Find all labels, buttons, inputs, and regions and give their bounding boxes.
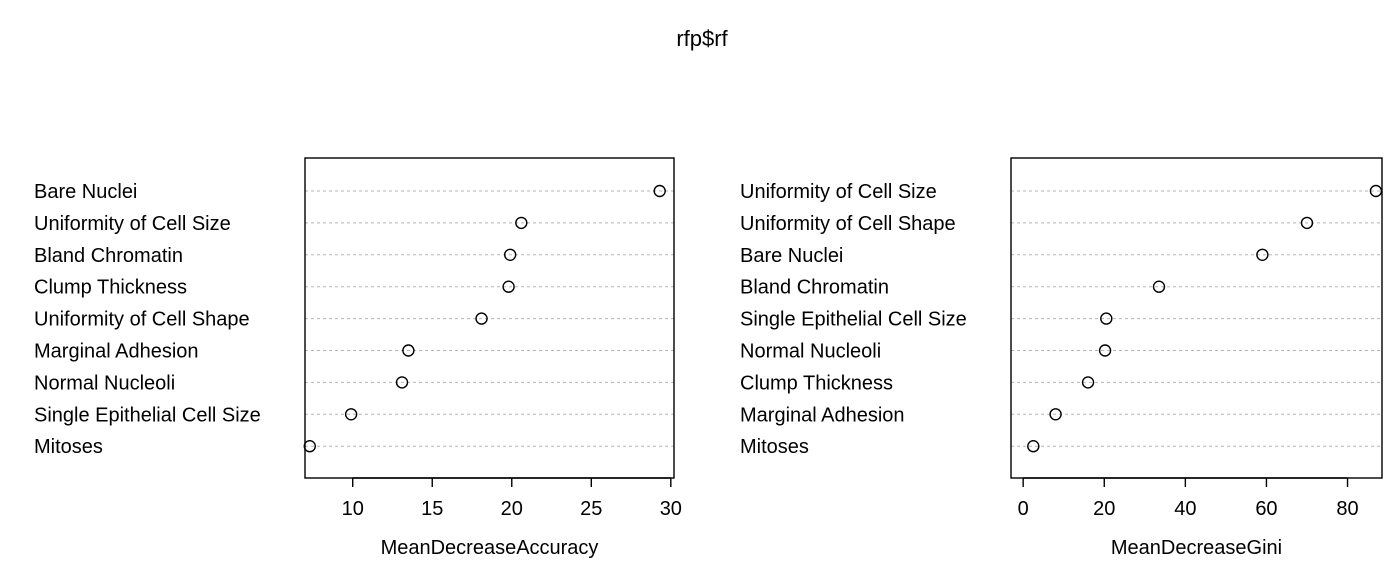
data-point: [395, 376, 409, 389]
data-point: [653, 184, 666, 198]
x-tick-label: 40: [1174, 498, 1196, 520]
x-tick-label: 0: [1018, 498, 1029, 520]
x-axis-label: MeanDecreaseAccuracy: [381, 537, 599, 559]
category-label: Mitoses: [740, 436, 809, 458]
category-label: Uniformity of Cell Shape: [34, 309, 250, 331]
data-point: [1098, 344, 1112, 357]
category-label: Clump Thickness: [34, 277, 187, 299]
category-label: Bare Nuclei: [34, 181, 137, 203]
data-point: [1100, 312, 1113, 325]
x-tick-label: 25: [580, 498, 602, 520]
category-label: Single Epithelial Cell Size: [34, 404, 261, 426]
data-point: [515, 216, 528, 230]
chart-title: rfp$rf: [676, 26, 728, 51]
x-tick-label: 80: [1336, 498, 1358, 520]
category-label: Marginal Adhesion: [34, 341, 199, 363]
data-point: [344, 408, 358, 421]
data-point: [303, 440, 316, 453]
category-label: Clump Thickness: [740, 372, 893, 394]
data-point: [1027, 440, 1040, 453]
data-point: [502, 280, 515, 293]
category-label: Single Epithelial Cell Size: [740, 309, 967, 331]
data-point: [1152, 280, 1166, 293]
gini-panel: Uniformity of Cell Size Uniformity of Cel…: [740, 157, 1383, 559]
x-tick-label: 20: [1093, 498, 1115, 520]
x-tick-label: 20: [501, 498, 523, 520]
data-point: [503, 248, 517, 262]
accuracy-panel: Bare Nuclei Uniformity of Cell Size Bland …: [34, 157, 682, 559]
data-point: [1049, 408, 1062, 421]
category-label: Uniformity of Cell Shape: [740, 213, 956, 235]
category-label: Normal Nucleoli: [34, 372, 175, 394]
category-label: Mitoses: [34, 436, 103, 458]
category-label: Uniformity of Cell Size: [740, 181, 937, 203]
x-axis-label: MeanDecreaseGini: [1111, 537, 1282, 559]
category-label: Marginal Adhesion: [740, 404, 905, 426]
data-point: [1081, 376, 1095, 389]
data-point: [1300, 216, 1314, 230]
plot-frame: [304, 157, 675, 479]
x-tick-label: 60: [1255, 498, 1277, 520]
category-label: Normal Nucleoli: [740, 341, 881, 363]
x-tick-label: 15: [421, 498, 443, 520]
plot-frame: [1010, 157, 1383, 479]
data-point: [402, 344, 415, 357]
category-label: Bland Chromatin: [740, 277, 889, 299]
category-label: Bare Nuclei: [740, 245, 843, 267]
data-point: [1256, 248, 1269, 262]
category-label: Bland Chromatin: [34, 245, 183, 267]
x-tick-label: 10: [342, 498, 364, 520]
category-label: Uniformity of Cell Size: [34, 213, 231, 235]
data-point: [475, 312, 488, 325]
x-tick-label: 30: [660, 498, 682, 520]
